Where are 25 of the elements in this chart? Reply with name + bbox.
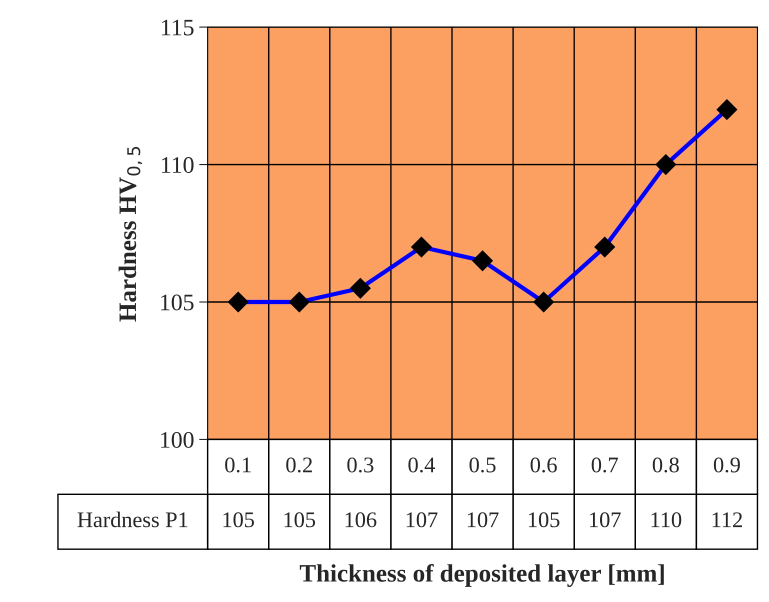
data-label: 107 [406,512,438,528]
data-label: 106 [346,512,376,528]
data-label: 107 [468,512,499,528]
x-tick-label: 0.1 [225,457,251,473]
x-tick-label: 0.7 [592,457,618,473]
y-tick-label: 115 [162,20,194,36]
x-tick-label: 0.2 [286,457,312,473]
y-tick-label: 105 [161,294,194,310]
data-label: 105 [223,512,254,528]
x-tick-label: 0.9 [714,457,740,473]
x-axis-title: Thickness of deposited layer [mm] [300,564,664,587]
data-label: 105 [528,512,560,528]
data-label: 112 [712,512,742,528]
x-tick-label: 0.6 [530,457,557,473]
text: Hardness P1 [78,512,188,528]
data-label: 107 [590,512,621,528]
y-axis-title: Hardness HV$_{0,5}$ [118,146,142,322]
data-label: 105 [284,512,316,528]
y-tick-label: 110 [162,157,194,173]
data-label: 110 [652,512,682,528]
x-tick-label: 0.3 [347,457,374,473]
x-tick-label: 0.4 [408,457,435,473]
x-tick-label: 0.8 [652,457,679,473]
x-tick-label: 0.5 [470,457,496,473]
y-tick-label: 100 [161,432,194,448]
